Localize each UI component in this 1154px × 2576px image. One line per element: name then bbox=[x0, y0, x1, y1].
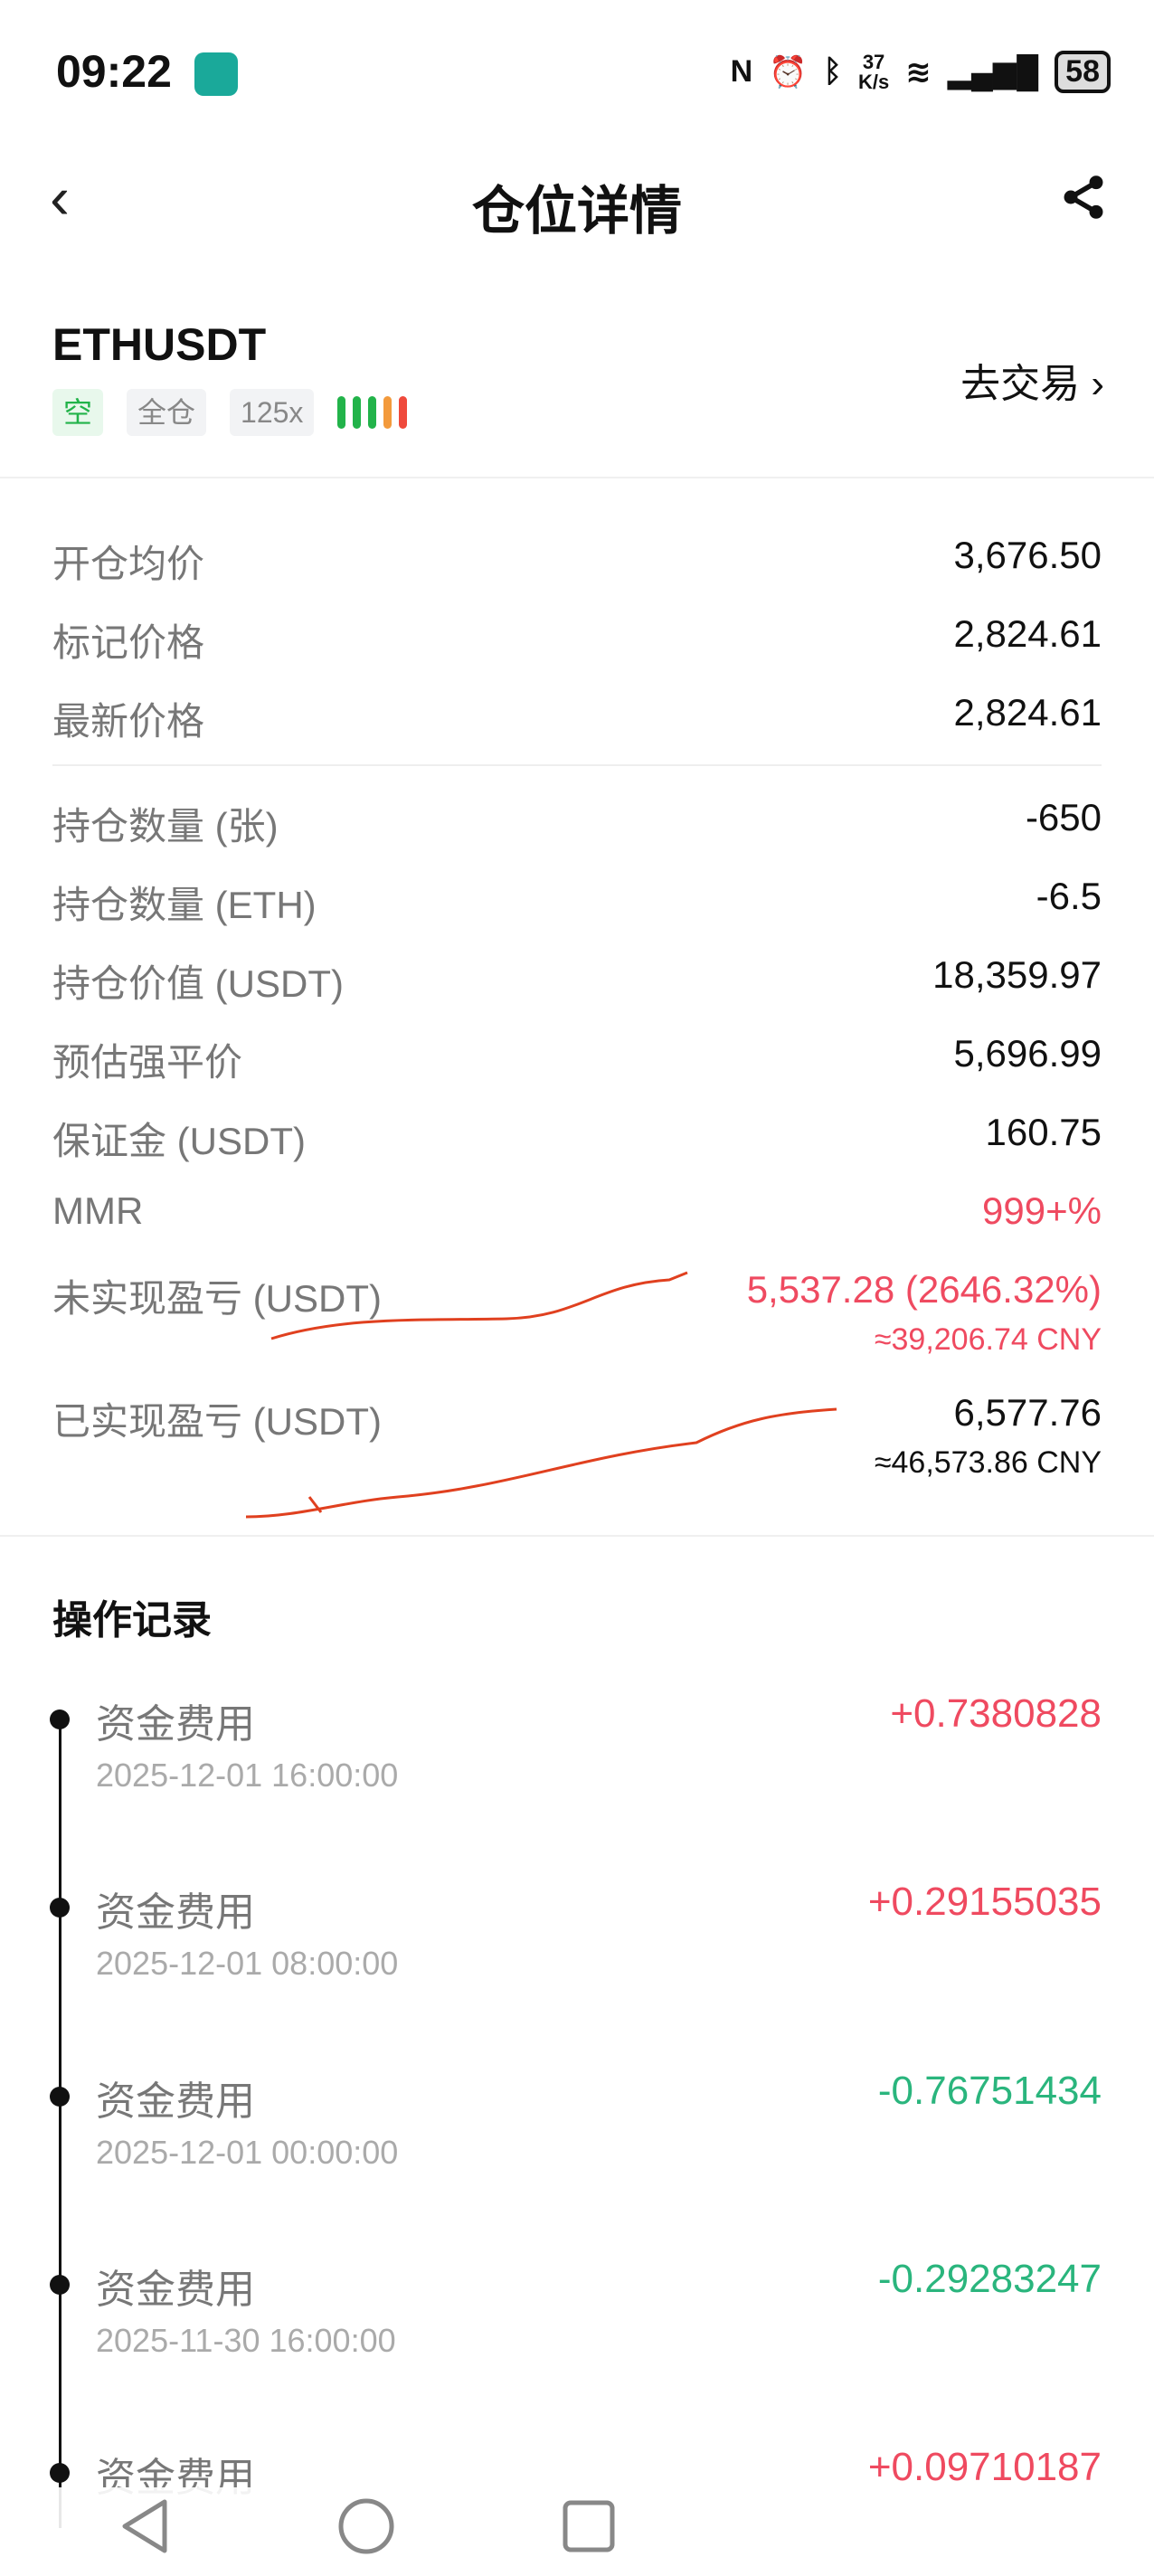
row-value: 6,577.76 bbox=[953, 1391, 1102, 1434]
page-title: 仓位详情 bbox=[471, 182, 682, 241]
row-liq-price: 预估强平价 5,696.99 bbox=[52, 1032, 1102, 1087]
position-badges: 空 全仓 125x bbox=[52, 389, 408, 436]
nfc-icon: N bbox=[730, 54, 753, 89]
row-margin: 保证金 (USDT) 160.75 bbox=[52, 1111, 1102, 1166]
row-value: 160.75 bbox=[985, 1111, 1102, 1153]
battery-icon: 58 bbox=[1055, 51, 1111, 93]
record-amount: +0.09710187 bbox=[867, 2445, 1102, 2489]
row-label: 最新价格 bbox=[52, 700, 205, 743]
risk-bar bbox=[383, 396, 393, 429]
row-value: 999+% bbox=[982, 1189, 1102, 1232]
record-name: 资金费用 bbox=[96, 2268, 255, 2312]
row-label: 持仓数量 (ETH) bbox=[52, 884, 317, 926]
margin-mode-badge: 全仓 bbox=[127, 389, 207, 436]
recents-square-icon[interactable] bbox=[561, 2498, 617, 2554]
divider bbox=[0, 477, 1154, 478]
row-mmr: MMR 999+% bbox=[52, 1189, 1102, 1233]
wifi-icon: ≋ bbox=[905, 54, 932, 90]
net-speed-unit: K/s bbox=[857, 70, 890, 93]
row-value: -650 bbox=[1025, 796, 1102, 838]
row-contracts: 持仓数量 (张) -650 bbox=[52, 796, 1102, 851]
timeline-dot bbox=[50, 2463, 70, 2483]
row-mark-price: 标记价格 2,824.61 bbox=[52, 612, 1102, 668]
record-name: 资金费用 bbox=[96, 1702, 255, 1747]
risk-bar bbox=[368, 396, 377, 429]
record-time: 2025-11-30 16:00:00 bbox=[96, 2322, 396, 2359]
row-label: MMR bbox=[52, 1189, 144, 1232]
timeline-line bbox=[59, 1714, 61, 2528]
row-eth-size: 持仓数量 (ETH) -6.5 bbox=[52, 875, 1102, 930]
leverage-badge: 125x bbox=[230, 389, 315, 436]
row-value: 3,676.50 bbox=[953, 534, 1102, 576]
record-amount: -0.76751434 bbox=[877, 2069, 1102, 2113]
row-value: 5,537.28 (2646.32%) bbox=[746, 1268, 1102, 1311]
back-button[interactable]: ‹ bbox=[50, 164, 70, 231]
row-label: 持仓价值 (USDT) bbox=[52, 962, 344, 1005]
handwritten-underline-annotation bbox=[245, 1271, 837, 1519]
records-title: 操作记录 bbox=[52, 1598, 212, 1643]
row-last-price: 最新价格 2,824.61 bbox=[52, 691, 1102, 746]
status-time: 09:22 bbox=[56, 46, 172, 97]
row-open-price: 开仓均价 3,676.50 bbox=[52, 534, 1102, 589]
app-notification-icon bbox=[194, 52, 238, 96]
record-amount: +0.29155035 bbox=[867, 1880, 1102, 1924]
symbol: ETHUSDT bbox=[52, 319, 267, 370]
record-amount: +0.7380828 bbox=[890, 1691, 1102, 1736]
record-amount: -0.29283247 bbox=[877, 2257, 1102, 2301]
record-time: 2025-12-01 00:00:00 bbox=[96, 2134, 399, 2171]
alarm-icon: ⏰ bbox=[769, 54, 808, 90]
system-nav-bar bbox=[0, 2487, 1154, 2576]
divider bbox=[0, 1535, 1154, 1537]
row-label: 未实现盈亏 (USDT) bbox=[52, 1277, 382, 1320]
row-label: 标记价格 bbox=[52, 621, 205, 664]
divider bbox=[52, 764, 1102, 766]
risk-indicator bbox=[337, 396, 408, 429]
signal-icon: ▂▄▆█ bbox=[947, 54, 1039, 90]
side-badge: 空 bbox=[52, 389, 104, 436]
timeline-dot bbox=[50, 1709, 70, 1729]
row-value: -6.5 bbox=[1036, 875, 1102, 917]
risk-bar bbox=[353, 396, 362, 429]
record-name: 资金费用 bbox=[96, 2079, 255, 2124]
net-speed-value: 37 bbox=[862, 50, 885, 73]
row-label: 开仓均价 bbox=[52, 543, 205, 585]
record-time: 2025-12-01 16:00:00 bbox=[96, 1757, 399, 1794]
bluetooth-icon: ᛒ bbox=[823, 54, 842, 89]
realized-cny: ≈46,573.86 CNY bbox=[874, 1445, 1102, 1480]
share-icon[interactable] bbox=[1058, 172, 1109, 223]
row-value: 2,824.61 bbox=[953, 691, 1102, 734]
row-realized-pnl: 已实现盈亏 (USDT) 6,577.76 bbox=[52, 1391, 1102, 1446]
row-label: 持仓数量 (张) bbox=[52, 805, 279, 848]
row-label: 预估强平价 bbox=[52, 1041, 243, 1084]
row-label: 保证金 (USDT) bbox=[52, 1120, 306, 1162]
row-unrealized-pnl: 未实现盈亏 (USDT) 5,537.28 (2646.32%) bbox=[52, 1268, 1102, 1323]
row-value: 5,696.99 bbox=[953, 1032, 1102, 1075]
row-position-value: 持仓价值 (USDT) 18,359.97 bbox=[52, 953, 1102, 1009]
home-circle-icon[interactable] bbox=[336, 2496, 396, 2556]
timeline-dot bbox=[50, 1898, 70, 1918]
go-trade-link[interactable]: 去交易 › bbox=[960, 351, 1104, 409]
risk-bar bbox=[399, 396, 408, 429]
record-time: 2025-12-01 08:00:00 bbox=[96, 1945, 399, 1982]
unrealized-cny: ≈39,206.74 CNY bbox=[874, 1322, 1102, 1357]
net-speed: 37 K/s bbox=[858, 52, 889, 92]
row-label: 已实现盈亏 (USDT) bbox=[52, 1400, 382, 1443]
row-value: 18,359.97 bbox=[932, 953, 1102, 996]
risk-bar bbox=[337, 396, 346, 429]
timeline-dot bbox=[50, 2275, 70, 2295]
row-value: 2,824.61 bbox=[953, 612, 1102, 655]
go-trade-label: 去交易 bbox=[960, 362, 1081, 406]
status-icons: N ⏰ ᛒ 37 K/s ≋ ▂▄▆█ 58 bbox=[731, 51, 1111, 93]
back-triangle-icon[interactable] bbox=[118, 2496, 172, 2556]
record-name: 资金费用 bbox=[96, 1890, 255, 1935]
chevron-right-icon: › bbox=[1091, 362, 1104, 406]
timeline-dot bbox=[50, 2087, 70, 2107]
